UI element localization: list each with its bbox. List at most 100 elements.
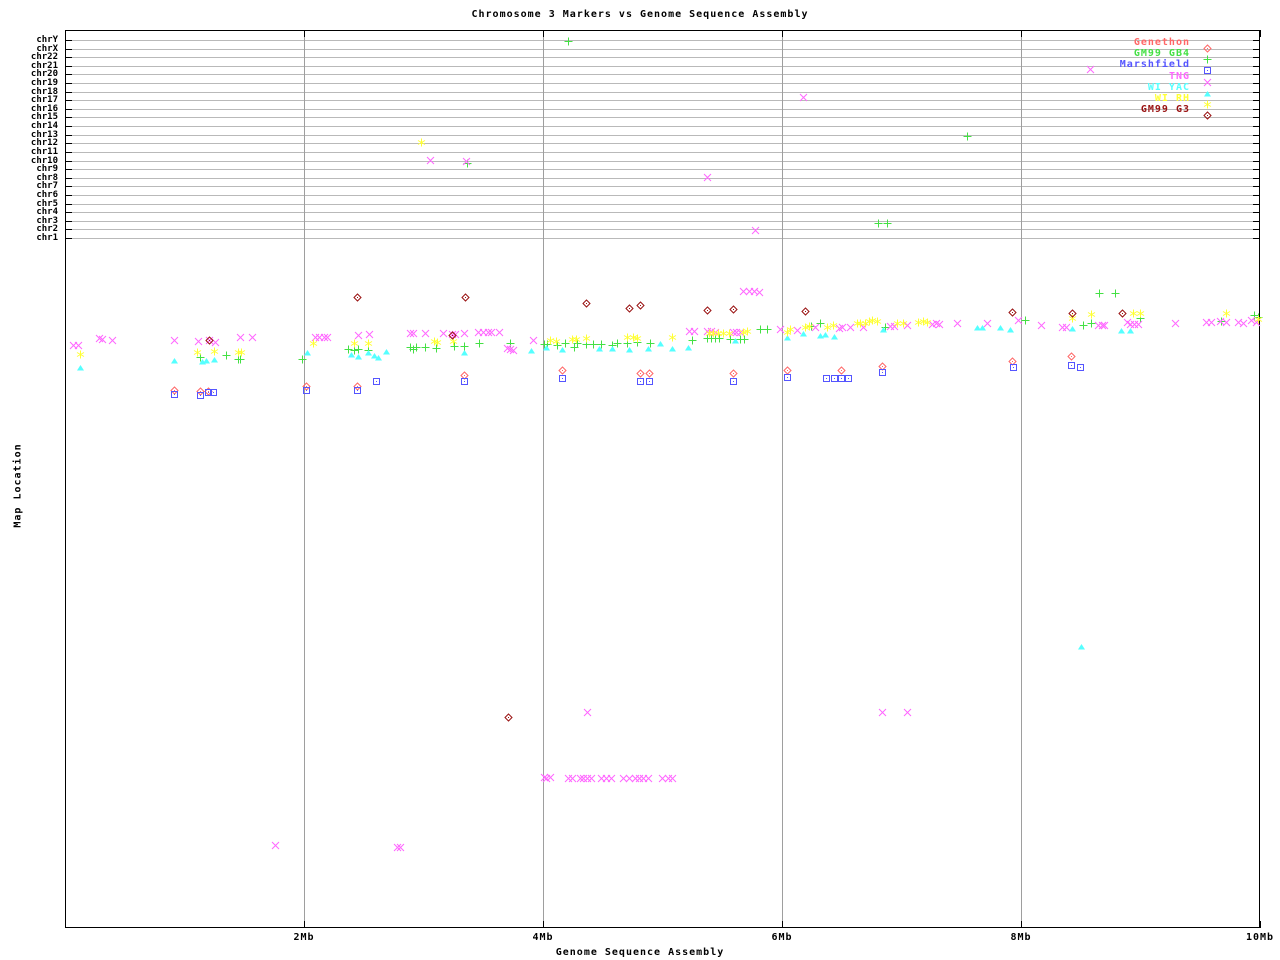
marker-tng: [751, 226, 760, 235]
marker-wi-rh: [210, 347, 219, 356]
marker-wi-rh: [552, 337, 561, 346]
marker-marshfield: [302, 386, 311, 395]
marker-wi-yac: [354, 352, 363, 361]
chr-gridline: [65, 57, 1260, 59]
marker-wi-rh: [668, 333, 677, 342]
marker-wi-rh: [350, 339, 359, 348]
marker-tng: [886, 322, 895, 331]
y-tick-right: [1253, 57, 1260, 59]
gm99-g3-legend-marker-icon: [1203, 105, 1212, 120]
marker-gm99-gb4: [573, 339, 582, 348]
legend-entry-tng: TNG: [1000, 71, 1260, 86]
y-tick-left: [65, 48, 72, 50]
marker-tng: [495, 328, 504, 337]
y-tick-left: [65, 151, 72, 153]
chr-axis-label: chr20: [30, 69, 58, 80]
marker-tng: [1098, 321, 1107, 330]
y-tick-right: [1253, 186, 1260, 188]
legend-label-genethon: Genethon: [1133, 37, 1190, 48]
marker-gm99-g3: [801, 306, 811, 316]
marker-tng: [793, 326, 802, 335]
chr-gridline: [65, 100, 1260, 102]
marker-tng: [729, 328, 738, 337]
marker-marshfield: [645, 377, 654, 386]
x-tick-top: [543, 30, 544, 37]
marker-wi-rh: [309, 339, 318, 348]
marker-gm99-gb4: [564, 37, 573, 46]
marker-marshfield: [204, 388, 213, 397]
chr-axis-label: chr3: [36, 215, 58, 226]
marker-marshfield: [636, 377, 645, 386]
marker-tng: [98, 335, 107, 344]
marker-marshfield: [1076, 363, 1085, 372]
x-tick-label: 4Mb: [532, 932, 554, 943]
marker-wi-rh: [893, 319, 902, 328]
marker-marshfield: [878, 368, 887, 377]
y-tick-right: [1253, 100, 1260, 102]
marker-marshfield: [558, 374, 567, 383]
marker-wi-rh: [417, 138, 426, 147]
chr-gridline: [65, 108, 1260, 110]
y-tick-left: [65, 212, 72, 214]
marker-wi-rh: [76, 350, 85, 359]
chr-gridline: [65, 212, 1260, 214]
chr-gridline: [65, 169, 1260, 171]
marker-wi-rh: [1087, 310, 1096, 319]
marker-wi-yac: [799, 329, 808, 338]
y-tick-right: [1253, 83, 1260, 85]
marker-gm99-g3: [461, 292, 470, 302]
marker-tng: [983, 319, 992, 328]
marker-gm99-g3: [1008, 307, 1017, 317]
marker-wi-rh: [1254, 315, 1263, 324]
marker-wi-rh: [623, 333, 632, 342]
marker-tng: [644, 774, 653, 783]
chr-gridline: [65, 83, 1260, 85]
marker-tng: [393, 843, 402, 852]
marker-marshfield: [460, 377, 469, 386]
marker-wi-rh: [725, 329, 734, 338]
wi-rh-legend-marker-icon: [1203, 94, 1212, 109]
marker-marshfield: [783, 373, 792, 382]
chr-gridline: [65, 177, 1260, 179]
marker-wi-yac: [1068, 324, 1077, 333]
marker-wi-yac: [374, 353, 383, 362]
marker-wi-rh: [1222, 309, 1231, 318]
marker-tng: [658, 774, 667, 783]
marker-wi-yac: [202, 356, 211, 365]
marker-tng: [194, 337, 203, 346]
marker-tng: [95, 334, 104, 343]
y-tick-right: [1253, 65, 1260, 67]
marker-tng: [846, 323, 855, 332]
marker-tng: [509, 346, 518, 355]
y-tick-right: [1253, 126, 1260, 128]
marker-wi-yac: [879, 325, 888, 334]
marker-tng: [409, 329, 418, 338]
marker-gm99-gb4: [1079, 321, 1088, 330]
marker-tng: [583, 708, 592, 717]
chr-axis-label: chr6: [36, 189, 58, 200]
chr-gridline: [65, 194, 1260, 196]
marker-gm99-gb4: [553, 341, 562, 350]
marker-gm99-g3: [636, 300, 646, 310]
chr-gridline: [65, 117, 1260, 119]
marker-marshfield: [837, 374, 846, 383]
marker-gm99-g3: [447, 330, 457, 340]
x-tick-label: 8Mb: [1010, 932, 1032, 943]
legend-entry-gm99-g3: GM99 G3: [1000, 104, 1260, 120]
marker-tng: [460, 329, 469, 338]
y-tick-right: [1253, 134, 1260, 136]
marker-wi-yac: [542, 343, 551, 352]
chr-gridline: [65, 238, 1260, 240]
marker-tng: [811, 323, 820, 332]
chr-gridline: [65, 126, 1260, 128]
marker-wi-rh: [786, 325, 795, 334]
chr-gridline: [65, 65, 1260, 67]
x-tick-top: [1260, 30, 1261, 37]
marker-wi-rh: [633, 334, 642, 343]
chr-axis-label: chr2: [36, 224, 58, 235]
marker-genethon: [557, 365, 567, 375]
marker-gm99-gb4: [756, 325, 765, 334]
marker-wi-yac: [210, 355, 219, 364]
y-tick-left: [65, 194, 72, 196]
marker-tng: [903, 708, 912, 717]
